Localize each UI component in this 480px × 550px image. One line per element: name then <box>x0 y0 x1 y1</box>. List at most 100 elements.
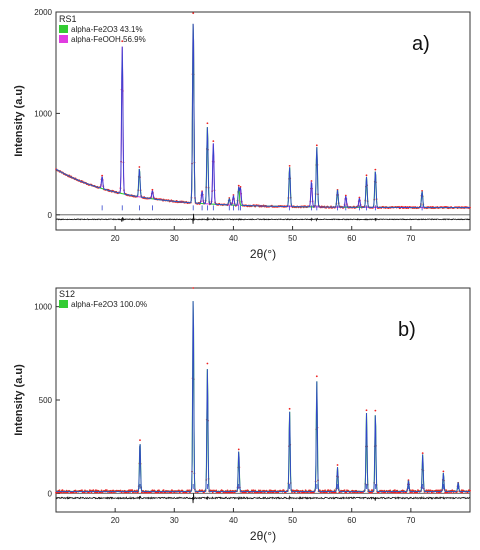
observed-point <box>58 489 61 492</box>
y-tick-label-a-0: 0 <box>48 211 53 220</box>
observed-point <box>450 491 452 494</box>
x-tick-label-b-70: 70 <box>406 516 415 525</box>
observed-point <box>215 489 218 492</box>
observed-point <box>237 184 240 187</box>
observed-point <box>409 491 412 494</box>
x-tick-label-b-30: 30 <box>170 516 179 525</box>
observed-point <box>131 489 134 492</box>
legend-swatch-fe2o3-b <box>59 300 68 308</box>
observed-point <box>421 452 424 455</box>
difference-curve-a <box>55 213 471 224</box>
observed-point <box>411 491 413 494</box>
observed-point <box>239 186 242 188</box>
observed-point <box>237 448 240 451</box>
panel-a: 0 1000 2000 20 30 40 50 60 70 RS1 alpha-Fe2O3 43… <box>13 8 471 261</box>
observed-point <box>374 168 377 171</box>
x-axis-label-a: 2θ(°) <box>250 247 276 261</box>
y-tick-label-b-0: 0 <box>48 489 53 498</box>
x-tick-label-b-50: 50 <box>288 516 297 525</box>
observed-point <box>324 489 326 492</box>
observed-point <box>157 491 160 494</box>
observed-point <box>206 362 209 365</box>
x-tick-label-b-60: 60 <box>347 516 356 525</box>
x-tick-label-a-40: 40 <box>229 234 238 243</box>
observed-point <box>318 489 321 492</box>
legend-label-feooh-a: alpha-FeOOH 56.9% <box>71 35 146 44</box>
observed-point <box>136 489 138 492</box>
observed-point <box>121 40 124 43</box>
observed-point <box>105 489 108 492</box>
observed-point <box>315 144 318 147</box>
legend-swatch-feooh-a <box>59 35 68 43</box>
x-axis-label-b: 2θ(°) <box>250 529 276 543</box>
observed-point <box>100 489 103 492</box>
x-tick-label-a-60: 60 <box>347 234 356 243</box>
series-line-calculated-b <box>56 301 470 492</box>
x-tick-label-a-70: 70 <box>406 234 415 243</box>
y-tick-label-a-2000: 2000 <box>34 8 52 17</box>
x-tick-label-b-20: 20 <box>111 516 120 525</box>
observed-point <box>178 491 181 494</box>
observed-point <box>188 489 190 492</box>
observed-point <box>435 491 438 494</box>
observed-point <box>325 491 328 494</box>
observed-point <box>206 122 209 125</box>
observed-point <box>333 489 336 492</box>
observed-point <box>81 489 83 492</box>
legend-label-fe2o3-b: alpha-Fe2O3 100.0% <box>71 300 147 309</box>
y-axis-label-a: Intensity (a.u) <box>13 85 25 157</box>
plot-frame-a <box>55 11 471 231</box>
y-tick-label-b-1000: 1000 <box>34 303 52 312</box>
observed-point <box>211 491 214 494</box>
observed-point <box>461 491 464 494</box>
legend-a: alpha-Fe2O3 43.1% alpha-FeOOH 56.9% <box>59 25 146 44</box>
observed-point <box>343 489 346 492</box>
observed-point <box>442 470 445 473</box>
observed-point <box>315 375 318 378</box>
observed-point <box>139 439 141 442</box>
observed-point <box>274 489 277 492</box>
observed-point <box>374 409 377 412</box>
x-tick-label-b-40: 40 <box>229 516 238 525</box>
plot-area-b: 0 500 1000 20 30 40 50 60 70 <box>34 287 471 525</box>
observed-point <box>101 174 104 177</box>
observed-point <box>298 491 301 494</box>
observed-point <box>344 194 347 197</box>
observed-point <box>231 491 234 494</box>
observed-point <box>336 464 339 466</box>
observed-point <box>288 407 291 410</box>
series-line-feooh-a <box>55 23 470 209</box>
legend-b: alpha-Fe2O3 100.0% <box>59 300 147 309</box>
observed-point <box>365 174 368 177</box>
observed-point <box>393 489 396 492</box>
panel-b: 0 500 1000 20 30 40 50 60 70 S12 alpha-Fe2O3 100… <box>13 287 471 543</box>
observed-point <box>120 491 123 494</box>
observed-point <box>90 491 93 494</box>
observed-point <box>226 489 229 492</box>
observed-point <box>365 409 368 412</box>
panel-label-b: b) <box>398 319 416 341</box>
legend-swatch-fe2o3-a <box>59 25 68 33</box>
sample-label-b: S12 <box>59 289 75 299</box>
y-tick-label-a-1000: 1000 <box>34 109 52 118</box>
observed-point <box>138 166 141 168</box>
series-line-calculated-a <box>55 23 470 209</box>
observed-point <box>192 287 195 289</box>
observed-point <box>96 491 99 494</box>
series-line-fe2o3-a <box>55 23 470 209</box>
observed-point <box>151 188 154 191</box>
observed-point <box>192 12 195 15</box>
x-tick-label-a-20: 20 <box>111 234 120 243</box>
observed-point <box>110 491 113 494</box>
observed-point <box>162 489 165 492</box>
observed-point <box>61 489 64 492</box>
y-axis-label-b: Intensity (a.u) <box>13 364 25 436</box>
observed-point <box>185 491 188 494</box>
observed-point <box>170 491 173 494</box>
difference-curve-b <box>55 493 471 504</box>
observed-point <box>395 491 397 494</box>
plot-area-a: 0 1000 2000 20 30 40 50 60 70 <box>34 8 471 243</box>
observed-point <box>212 140 215 143</box>
panel-label-a: a) <box>412 33 430 55</box>
